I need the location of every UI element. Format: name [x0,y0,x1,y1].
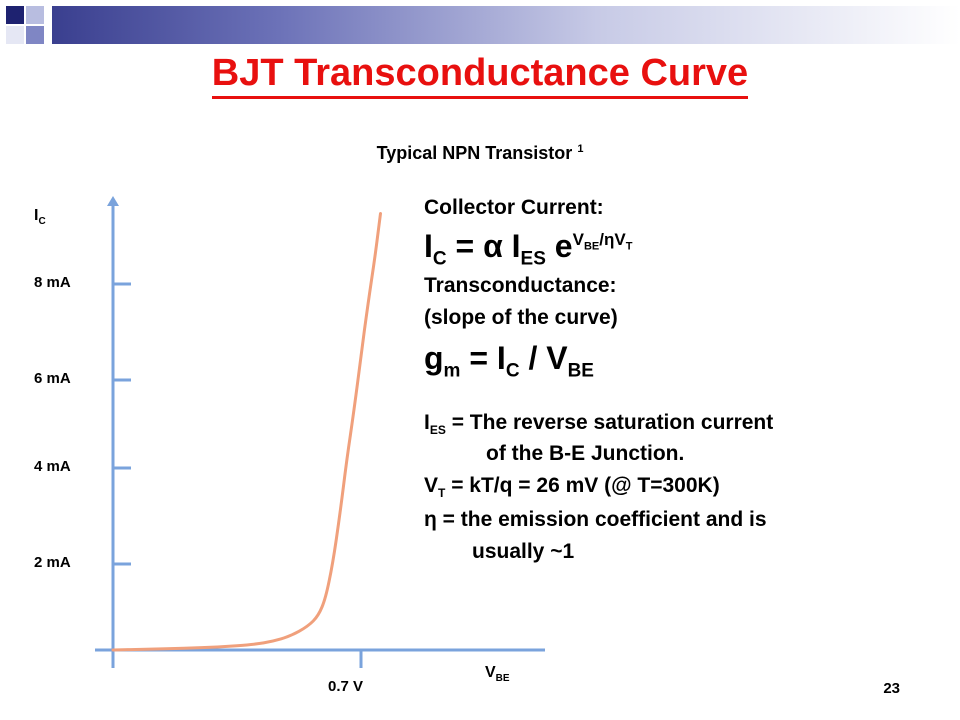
header-bar [52,6,960,44]
y-ticks [113,282,131,566]
y-axis-arrow [107,196,119,206]
page-number: 23 [883,680,900,697]
vt-definition: VT = kT/q = 26 mV (@ T=300K) [424,474,720,501]
slide-title: BJT Transconductance Curve [0,52,960,99]
x-tick-label: 0.7 V [328,678,364,695]
transconductance-equation: gm = IC / VBE [424,340,594,382]
eta-definition-cont: usually ~1 [472,540,575,563]
y-axis-label: IC [34,207,46,228]
ies-definition: IES = The reverse saturation current [424,411,774,438]
y-tick-label: 2 mA [34,554,71,571]
y-tick-label: 6 mA [34,370,71,387]
corner-square-mid [26,26,44,44]
collector-current-label: Collector Current: [424,196,604,219]
corner-square-dark [6,6,24,24]
x-axis-label: VBE [485,664,510,685]
ies-definition-cont: of the B-E Junction. [486,442,685,465]
y-tick-label: 8 mA [34,274,71,291]
collector-current-equation: IC = α IES eVBE/ηVT [424,228,633,270]
chart-subtitle: Typical NPN Transistor 1 [376,143,584,163]
transconductance-label: Transconductance: [424,274,617,297]
eta-definition: η = the emission coefficient and is [424,508,767,531]
corner-square-light [26,6,44,24]
series-line-0 [111,212,382,652]
corner-square-pale [6,26,24,44]
series-layer [111,212,382,652]
slope-note: (slope of the curve) [424,306,618,329]
y-tick-label: 4 mA [34,458,71,475]
